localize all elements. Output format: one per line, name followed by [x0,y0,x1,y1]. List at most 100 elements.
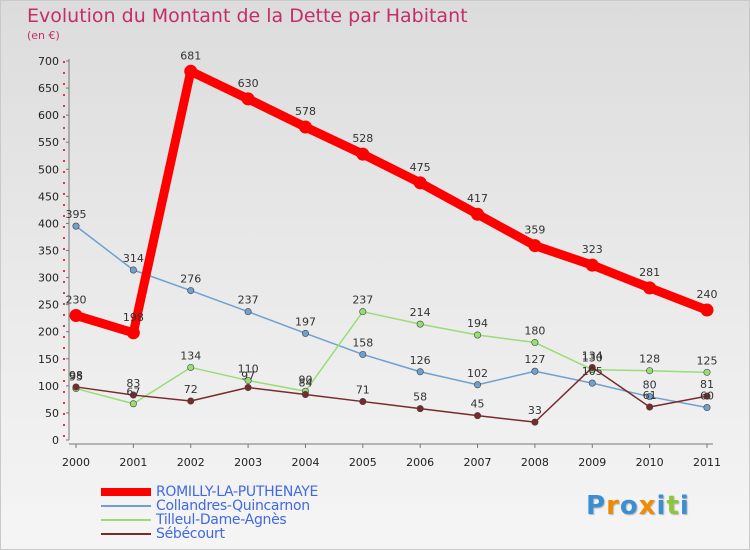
data-point [301,391,309,399]
y-tick-label: 500 [38,163,59,176]
data-point [646,367,654,375]
series-0 [69,64,714,340]
data-label: 230 [66,293,87,306]
data-label: 198 [123,311,144,324]
series-3 [72,363,711,426]
data-point [531,339,539,347]
legend-label: Sébécourt [156,526,225,542]
line-chart: 0 50 100 150 200 250 300 350 400 450 500 550 600 650 7… [38,49,721,469]
data-point [413,176,427,190]
data-point [703,404,711,412]
series-line [71,66,712,338]
data-point [129,400,137,408]
data-label: 81 [700,378,714,391]
data-point [585,258,599,272]
data-point [416,320,424,328]
y-tick-label: 50 [45,407,59,420]
legend-swatch [101,505,151,507]
data-point [129,266,137,274]
data-point [356,147,370,161]
data-label: 71 [356,384,370,397]
data-label: 359 [524,224,545,237]
data-label: 83 [126,377,140,390]
data-point [700,303,714,317]
data-label: 475 [410,161,431,174]
data-label: 180 [524,325,545,338]
series-line [75,310,708,405]
data-label: 197 [295,315,316,328]
data-point [359,308,367,316]
chart-title: Evolution du Montant de la Dette par Hab… [27,5,468,27]
x-tick-label: 2003 [234,456,262,469]
data-label: 323 [582,243,603,256]
data-label: 126 [410,354,431,367]
data-label: 281 [639,266,660,279]
x-tick-label: 2010 [636,456,664,469]
data-label: 630 [238,77,259,90]
y-tick-label: 700 [38,55,59,68]
data-label: 214 [410,306,431,319]
x-tick-label: 2002 [177,456,205,469]
data-label: 194 [467,317,488,330]
data-point [416,368,424,376]
data-label: 127 [524,353,545,366]
data-point [474,331,482,339]
data-label: 58 [413,391,427,404]
y-tick-label: 600 [38,109,59,122]
data-label: 97 [241,369,255,382]
data-point [187,287,195,295]
data-point [244,308,252,316]
data-point [416,405,424,413]
data-point [471,207,485,221]
data-label: 528 [352,132,373,145]
legend-label: Collandres-Quincarnon [156,498,310,514]
data-point [187,397,195,405]
data-point [187,363,195,371]
x-tick-label: 2001 [119,456,147,469]
data-point [69,308,83,322]
data-point [72,222,80,230]
data-point [244,383,252,391]
x-tick-label: 2000 [62,456,90,469]
series-line [75,366,708,423]
data-point [129,391,137,399]
data-point [643,281,657,295]
chart-axes: 0 50 100 150 200 250 300 350 400 450 500 550 600 650 7… [38,55,721,469]
data-point [298,120,312,134]
data-point [474,412,482,420]
data-labels-layer: 395 314 276 237 197 158 126 102 127 105 80 60 95 67 13… [66,49,718,417]
data-label: 395 [66,208,87,221]
y-tick-label: 250 [38,299,59,312]
y-tick-label: 650 [38,82,59,95]
chart-subtitle: (en €) [27,29,60,42]
x-tick-label: 2009 [578,456,606,469]
data-label: 130 [582,352,603,365]
data-label: 95 [69,371,83,384]
data-label: 84 [298,377,312,390]
data-point [528,239,542,253]
data-point [184,64,198,78]
x-tick-label: 2008 [521,456,549,469]
data-label: 61 [643,389,657,402]
data-label: 314 [123,252,144,265]
data-label: 276 [180,273,201,286]
data-label: 134 [582,349,603,362]
data-point [646,403,654,411]
data-label: 681 [180,49,201,62]
data-label: 102 [467,367,488,380]
x-tick-label: 2005 [349,456,377,469]
data-label: 45 [471,398,485,411]
legend-swatch [101,488,151,496]
data-label: 110 [238,362,259,375]
data-point [703,392,711,400]
data-label: 67 [126,386,140,399]
legend-label: ROMILLY-LA-PUTHENAYE [156,484,319,500]
x-tick-label: 2011 [693,456,721,469]
x-tick-label: 2007 [464,456,492,469]
series-2 [72,308,711,408]
data-label: 125 [697,354,718,367]
y-tick-label: 100 [38,380,59,393]
data-point [474,381,482,389]
data-label: 240 [697,288,718,301]
